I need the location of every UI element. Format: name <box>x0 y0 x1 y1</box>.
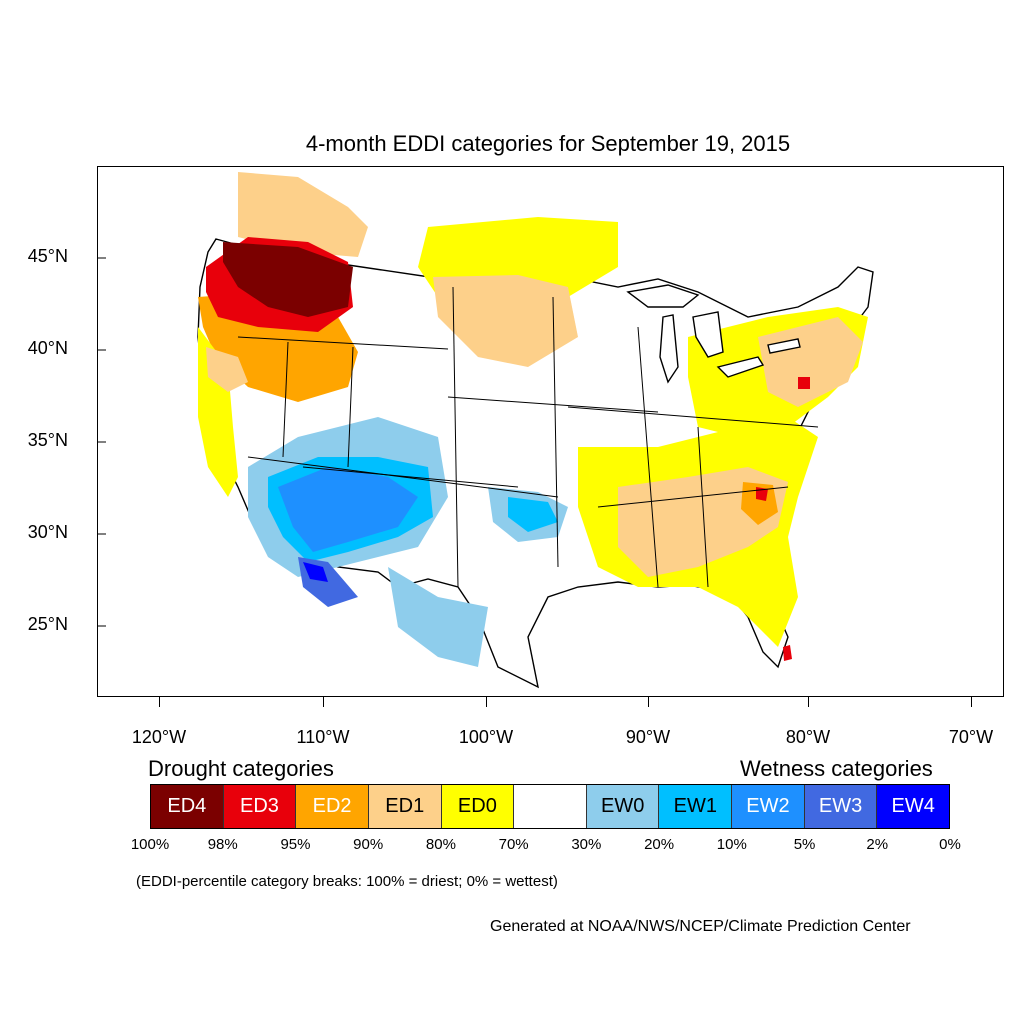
percent-break-label: 98% <box>207 836 238 853</box>
ed3-florida <box>783 645 792 661</box>
map-panel <box>97 166 1004 697</box>
map-title: 4-month EDDI categories for September 19… <box>305 131 791 156</box>
ed4-northwest <box>223 242 353 317</box>
lon-label-110: 110°W <box>296 727 350 747</box>
legend-box-ew3: EW3 <box>804 785 878 828</box>
lake-ontario <box>767 338 801 354</box>
legend-box-ed1: ED1 <box>368 785 442 828</box>
state-boundaries <box>237 286 819 588</box>
legend-box-ed0: ED0 <box>441 785 515 828</box>
legend-box-ed2: ED2 <box>296 785 369 828</box>
percent-break-label: 80% <box>425 836 456 853</box>
lon-label-70: 70°W <box>948 727 994 747</box>
ed1-northeast <box>758 317 863 407</box>
ew4-spot <box>303 562 328 582</box>
ed2-carolinas <box>741 482 778 525</box>
lon-label-80: 80°W <box>785 727 831 747</box>
latitude-ticks <box>98 257 106 627</box>
legend-box-ew0: EW0 <box>586 785 660 828</box>
eddi-map <box>98 172 874 689</box>
legend-box-ew4: EW4 <box>877 785 950 828</box>
drought-heading: Drought categories <box>148 756 334 781</box>
percent-break-label: 70% <box>498 836 529 853</box>
legend-bar: ED4 ED3 ED2 ED1 ED0 EW0 EW1 EW2 EW3 EW4 <box>150 784 950 829</box>
lat-label-25: 25°N <box>27 614 68 634</box>
lat-label-35: 35°N <box>27 430 68 450</box>
legend-box-ew1: EW1 <box>659 785 733 828</box>
percent-break-label: 0% <box>939 836 961 853</box>
ew0-texas <box>388 567 488 667</box>
percent-break-label: 90% <box>353 836 384 853</box>
lake-huron <box>692 311 724 358</box>
ed1-northwest <box>238 172 368 257</box>
legend-box-neutral <box>514 785 587 828</box>
ew2-southwest <box>278 467 418 552</box>
legend-box-ed4: ED4 <box>151 785 224 828</box>
breaks-note: (EDDI-percentile category breaks: 100% =… <box>136 873 558 890</box>
lake-superior <box>626 284 700 308</box>
wetness-heading: Wetness categories <box>740 756 933 781</box>
lake-michigan <box>659 314 679 384</box>
lon-label-120: 120°W <box>131 727 187 747</box>
percent-break-label: 30% <box>571 836 602 853</box>
legend-box-ew2: EW2 <box>732 785 805 828</box>
lon-tick <box>159 697 160 707</box>
lon-tick <box>648 697 649 707</box>
lon-tick <box>808 697 809 707</box>
ew1-centralplains <box>508 497 558 532</box>
ed1-northplains <box>433 275 578 367</box>
percent-break-label: 100% <box>130 836 170 853</box>
percent-break-label: 95% <box>280 836 311 853</box>
lon-tick <box>971 697 972 707</box>
lat-label-40: 40°N <box>27 338 68 358</box>
legend-box-ed3: ED3 <box>223 785 297 828</box>
ed1-california <box>206 347 248 392</box>
percent-break-label: 20% <box>644 836 675 853</box>
lat-label-30: 30°N <box>27 522 68 542</box>
percent-break-label: 5% <box>793 836 816 853</box>
lake-erie <box>716 356 765 378</box>
lat-label-45: 45°N <box>27 246 68 266</box>
ed3-pennsylvania <box>798 377 810 389</box>
percent-break-label: 2% <box>866 836 889 853</box>
lon-tick <box>323 697 324 707</box>
lon-tick <box>486 697 487 707</box>
lon-label-100: 100°W <box>458 727 514 747</box>
percent-break-label: 10% <box>716 836 747 853</box>
credit-line: Generated at NOAA/NWS/NCEP/Climate Predi… <box>490 918 911 935</box>
lon-label-90: 90°W <box>625 727 671 747</box>
